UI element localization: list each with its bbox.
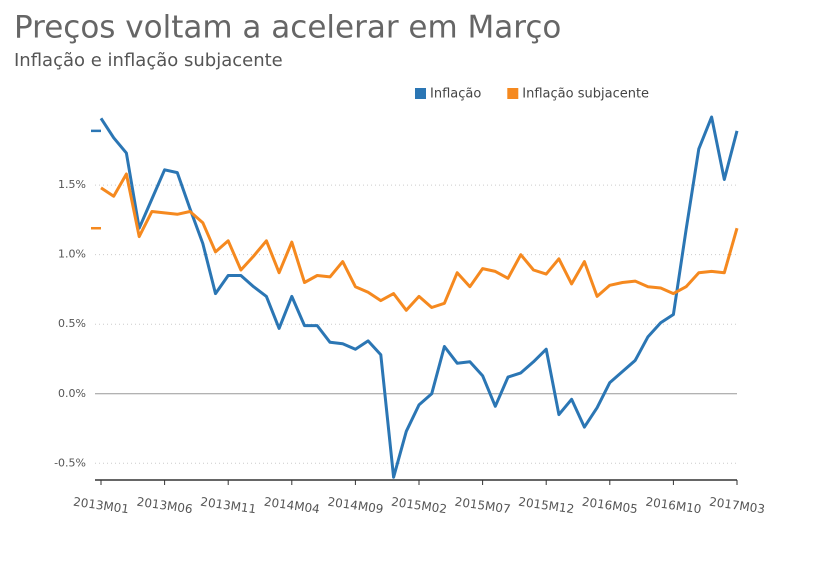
y-tick-label: -0.5%: [54, 456, 86, 469]
x-tick-label: 2017M03: [708, 495, 766, 517]
legend-swatch: [507, 88, 519, 99]
x-tick-label: 2016M10: [645, 495, 703, 517]
series-line: [99, 115, 739, 479]
legend-swatch: [415, 88, 426, 99]
y-tick-label: 1.5%: [58, 178, 86, 191]
x-tick-label: 2015M02: [390, 495, 448, 517]
y-tick-label: 0.5%: [58, 317, 86, 330]
y-tick-label: 0.0%: [58, 387, 86, 400]
x-tick-label: 2013M06: [136, 495, 194, 517]
x-tick-label: 2014M09: [327, 495, 385, 517]
x-tick-label: 2015M07: [454, 495, 512, 517]
y-tick-label: 1.0%: [58, 248, 86, 261]
x-tick-label: 2013M01: [72, 495, 130, 517]
x-tick-label: 2013M11: [199, 495, 257, 517]
chart-subtitle: Inflação e inflação subjacente: [14, 50, 283, 71]
x-tick-label: 2016M05: [581, 495, 639, 517]
x-tick-label: 2014M04: [263, 495, 321, 517]
series-line: [100, 172, 739, 312]
x-tick-label: 2015M12: [517, 495, 575, 517]
legend-label: Inflação subjacente: [522, 87, 649, 102]
chart-title: Preços voltam a acelerar em Março: [14, 10, 561, 46]
legend-label: Inflação: [430, 87, 481, 102]
